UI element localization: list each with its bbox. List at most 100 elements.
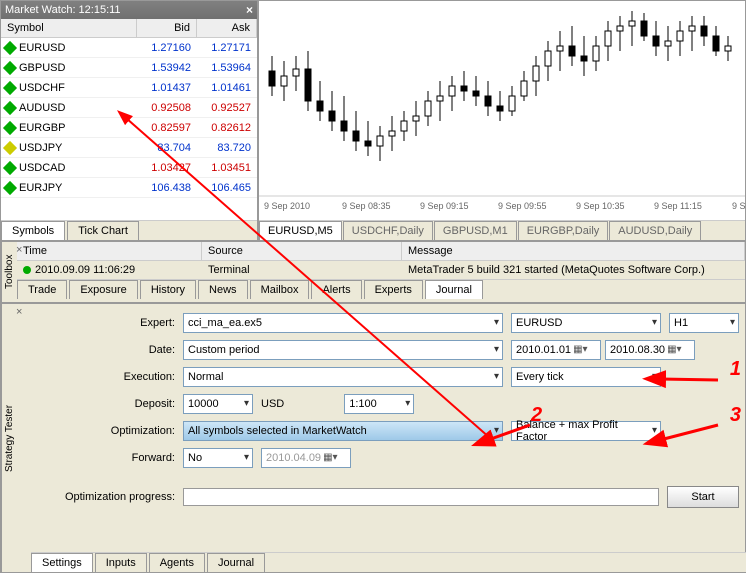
toolbox-tab[interactable]: Experts (364, 280, 423, 299)
symbol-name: AUDUSD (19, 102, 65, 114)
bid-value: 106.438 (137, 182, 197, 194)
date-from-input[interactable]: 2010.01.01▦▾ (511, 340, 601, 360)
symbol-row[interactable]: GBPUSD1.539421.53964 (1, 58, 257, 78)
leverage-select[interactable]: 1:100 (344, 394, 414, 414)
svg-text:9 Sep 10:35: 9 Sep 10:35 (576, 201, 625, 211)
chart-canvas[interactable]: 9 Sep 20109 Sep 08:359 Sep 09:159 Sep 09… (259, 1, 745, 220)
ask-value: 106.465 (197, 182, 257, 194)
date-to-input[interactable]: 2010.08.30▦▾ (605, 340, 695, 360)
bid-value: 1.53942 (137, 62, 197, 74)
tester-tab[interactable]: Settings (31, 553, 93, 572)
label-progress: Optimization progress: (43, 491, 183, 503)
toolbox-tab[interactable]: Mailbox (250, 280, 310, 299)
svg-text:9 Sep 11:55: 9 Sep 11:55 (732, 201, 745, 211)
ask-value: 0.92527 (197, 102, 257, 114)
symbol-name: EURUSD (19, 42, 65, 54)
symbol-name: GBPUSD (19, 62, 65, 74)
bid-value: 0.82597 (137, 122, 197, 134)
symbol-icon (3, 180, 17, 194)
svg-text:9 Sep 08:35: 9 Sep 08:35 (342, 201, 391, 211)
date-mode-select[interactable]: Custom period (183, 340, 503, 360)
col-message[interactable]: Message (402, 242, 745, 260)
chart-tab[interactable]: USDCHF,Daily (343, 221, 433, 240)
chart-tab[interactable]: GBPUSD,M1 (434, 221, 517, 240)
symbol-row[interactable]: EURUSD1.271601.27171 (1, 38, 257, 58)
journal-message: MetaTrader 5 build 321 started (MetaQuot… (402, 261, 745, 279)
toolbox-tab[interactable]: Exposure (69, 280, 137, 299)
forward-select[interactable]: No (183, 448, 253, 468)
label-forward: Forward: (43, 452, 183, 464)
opt-criterion-select[interactable]: Balance + max Profit Factor (511, 421, 661, 441)
optimization-select[interactable]: All symbols selected in MarketWatch (183, 421, 503, 441)
symbol-icon (3, 80, 17, 94)
ask-value: 83.720 (197, 142, 257, 154)
symbol-row[interactable]: EURGBP0.825970.82612 (1, 118, 257, 138)
col-time[interactable]: Time (17, 242, 202, 260)
execution-select[interactable]: Normal (183, 367, 503, 387)
market-watch-title: Market Watch: 12:15:11 (5, 4, 121, 16)
chart-panel: 9 Sep 20109 Sep 08:359 Sep 09:159 Sep 09… (258, 0, 746, 241)
close-icon[interactable]: × (16, 306, 22, 318)
market-watch-panel: Market Watch: 12:15:11 × Symbol Bid Ask … (0, 0, 258, 241)
symbol-name: USDJPY (19, 142, 62, 154)
start-button[interactable]: Start (667, 486, 739, 508)
col-bid[interactable]: Bid (137, 19, 197, 37)
market-watch-title-bar: Market Watch: 12:15:11 × (1, 1, 257, 19)
deposit-input[interactable]: 10000 (183, 394, 253, 414)
toolbox-header: Time Source Message (17, 242, 745, 261)
tester-tabbar: SettingsInputsAgentsJournal (31, 552, 746, 572)
tester-tab[interactable]: Journal (207, 553, 265, 572)
toolbox-panel: Toolbox × Time Source Message 2010.09.09… (0, 241, 746, 303)
journal-time: 2010.09.09 11:06:29 (35, 264, 135, 276)
svg-text:9 Sep 2010: 9 Sep 2010 (264, 201, 310, 211)
ask-value: 1.27171 (197, 42, 257, 54)
col-ask[interactable]: Ask (197, 19, 257, 37)
symbol-icon (3, 100, 17, 114)
toolbox-tab[interactable]: History (140, 280, 196, 299)
chart-tab[interactable]: AUDUSD,Daily (609, 221, 701, 240)
toolbox-tab[interactable]: Journal (425, 280, 483, 299)
strategy-tester-panel: Strategy Tester × Expert: cci_ma_ea.ex5 … (0, 303, 746, 573)
close-icon[interactable]: × (246, 3, 253, 17)
chart-tabbar: EURUSD,M5USDCHF,DailyGBPUSD,M1EURGBP,Dai… (259, 220, 745, 240)
label-optimization: Optimization: (43, 425, 183, 437)
symbol-name: EURGBP (19, 122, 65, 134)
toolbox-label: Toolbox (1, 242, 17, 302)
symbol-row[interactable]: USDCAD1.034271.03451 (1, 158, 257, 178)
chart-tab[interactable]: EURGBP,Daily (518, 221, 609, 240)
col-source[interactable]: Source (202, 242, 402, 260)
symbol-name: EURJPY (19, 182, 62, 194)
symbol-icon (3, 40, 17, 54)
period-select[interactable]: H1 (669, 313, 739, 333)
toolbox-tab[interactable]: Alerts (311, 280, 361, 299)
toolbox-tab[interactable]: Trade (17, 280, 67, 299)
col-symbol[interactable]: Symbol (1, 19, 137, 37)
symbol-row[interactable]: USDCHF1.014371.01461 (1, 78, 257, 98)
svg-text:9 Sep 11:15: 9 Sep 11:15 (654, 201, 702, 211)
market-watch-tab[interactable]: Tick Chart (67, 221, 139, 240)
calendar-icon[interactable]: ▦▾ (573, 344, 587, 355)
symbol-icon (3, 60, 17, 74)
symbol-icon (3, 160, 17, 174)
bid-value: 83.704 (137, 142, 197, 154)
tester-tab[interactable]: Agents (149, 553, 205, 572)
market-watch-tab[interactable]: Symbols (1, 221, 65, 240)
market-watch-header: Symbol Bid Ask (1, 19, 257, 38)
journal-row[interactable]: 2010.09.09 11:06:29 Terminal MetaTrader … (17, 261, 745, 279)
symbol-row[interactable]: AUDUSD0.925080.92527 (1, 98, 257, 118)
close-icon[interactable]: × (16, 244, 22, 256)
ask-value: 1.01461 (197, 82, 257, 94)
status-icon (23, 266, 31, 274)
currency-label: USD (261, 398, 284, 410)
chart-tab[interactable]: EURUSD,M5 (259, 221, 342, 240)
tester-tab[interactable]: Inputs (95, 553, 147, 572)
model-select[interactable]: Every tick (511, 367, 661, 387)
calendar-icon[interactable]: ▦▾ (667, 344, 681, 355)
symbol-select[interactable]: EURUSD (511, 313, 661, 333)
svg-text:9 Sep 09:55: 9 Sep 09:55 (498, 201, 547, 211)
expert-select[interactable]: cci_ma_ea.ex5 (183, 313, 503, 333)
symbol-row[interactable]: EURJPY 106.438106.465 (1, 178, 257, 198)
toolbox-tab[interactable]: News (198, 280, 248, 299)
symbol-row[interactable]: USDJPY 83.70483.720 (1, 138, 257, 158)
symbol-icon (3, 120, 17, 134)
